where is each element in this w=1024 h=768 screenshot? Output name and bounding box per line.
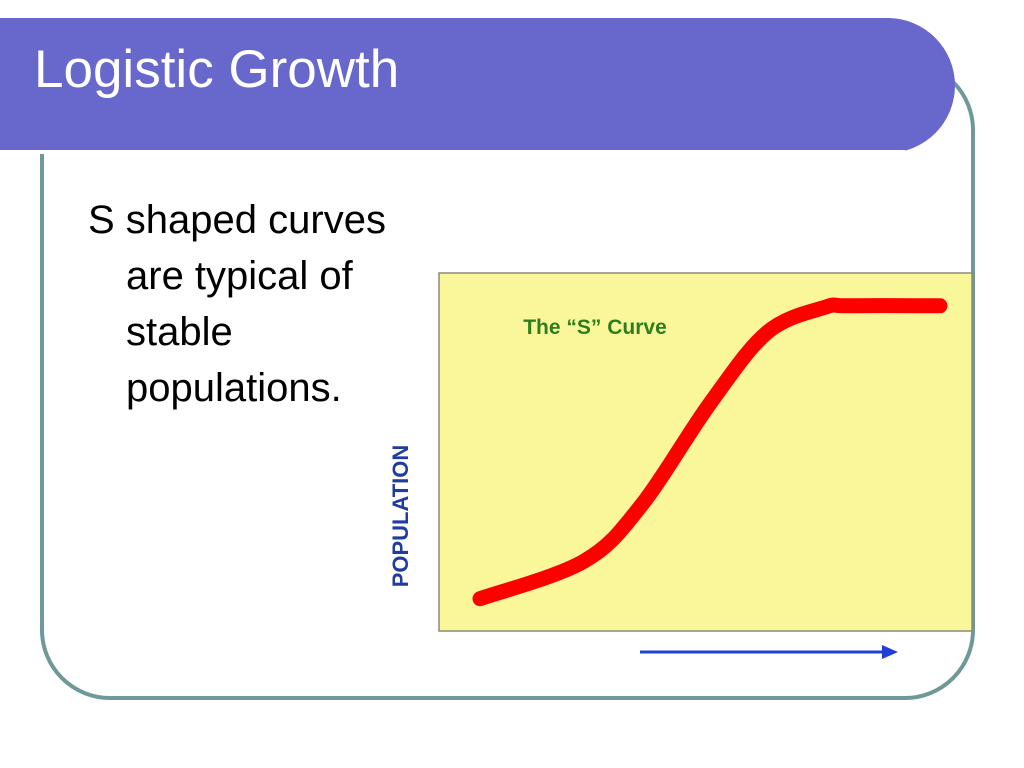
series-line-s-curve <box>472 297 948 607</box>
slide-title: Logistic Growth <box>34 40 400 99</box>
title-underline <box>0 150 905 154</box>
plot-area <box>438 272 973 632</box>
chart-svg: The “S” Curve POPULATION <box>388 272 973 659</box>
x-axis-arrow <box>640 645 898 659</box>
body-text: S shaped curves are typical of stable po… <box>88 198 386 410</box>
s-curve-chart: The “S” Curve POPULATION <box>370 268 980 668</box>
y-axis-label: POPULATION <box>388 445 413 588</box>
x-axis-arrow-head <box>882 645 898 659</box>
chart-title: The “S” Curve <box>523 316 667 339</box>
title-bar <box>0 18 955 154</box>
